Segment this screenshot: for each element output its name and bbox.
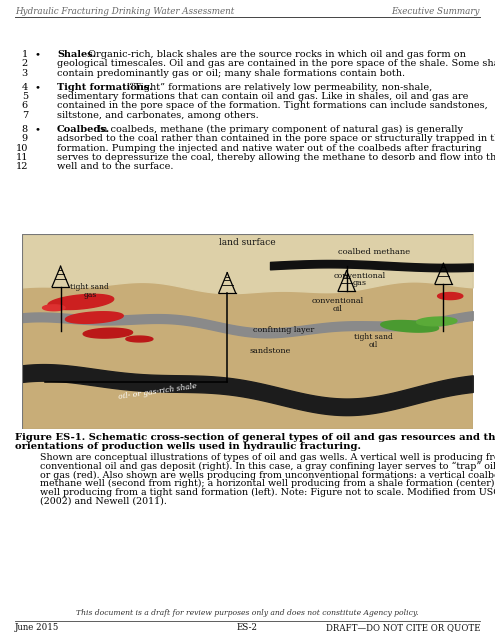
Text: Tight formations.: Tight formations. (57, 83, 152, 92)
Text: land surface: land surface (219, 238, 276, 247)
Text: conventional oil and gas deposit (right). In this case, a gray confining layer s: conventional oil and gas deposit (right)… (40, 461, 495, 471)
Text: confining layer: confining layer (253, 326, 314, 334)
Text: Hydraulic Fracturing Drinking Water Assessment: Hydraulic Fracturing Drinking Water Asse… (15, 8, 234, 17)
Text: June 2015: June 2015 (15, 623, 59, 632)
Text: tight sand: tight sand (70, 284, 109, 291)
Text: oil: oil (333, 305, 343, 313)
Text: 9: 9 (22, 134, 28, 143)
Text: •: • (35, 83, 41, 92)
Text: •: • (35, 50, 41, 59)
Text: well and to the surface.: well and to the surface. (57, 163, 174, 172)
Text: serves to depressurize the coal, thereby allowing the methane to desorb and flow: serves to depressurize the coal, thereby… (57, 153, 495, 162)
Text: conventional: conventional (311, 297, 364, 305)
Text: 4: 4 (22, 83, 28, 92)
Text: 2: 2 (22, 60, 28, 68)
Text: 5: 5 (22, 92, 28, 101)
Text: tight sand: tight sand (354, 333, 393, 341)
Polygon shape (381, 321, 439, 332)
Text: adsorbed to the coal rather than contained in the pore space or structurally tra: adsorbed to the coal rather than contain… (57, 134, 495, 143)
Text: gas: gas (353, 280, 367, 287)
Text: 12: 12 (15, 163, 28, 172)
Text: 8: 8 (22, 125, 28, 134)
Text: 10: 10 (16, 144, 28, 153)
Text: well producing from a tight sand formation (left). Note: Figure not to scale. Mo: well producing from a tight sand formati… (40, 488, 495, 497)
Text: (2002) and Newell (2011).: (2002) and Newell (2011). (40, 497, 167, 506)
Polygon shape (438, 292, 463, 300)
Text: In coalbeds, methane (the primary component of natural gas) is generally: In coalbeds, methane (the primary compon… (94, 125, 462, 134)
Text: or gas (red). Also shown are wells producing from unconventional formations: a v: or gas (red). Also shown are wells produ… (40, 470, 495, 479)
Text: siltstone, and carbonates, among others.: siltstone, and carbonates, among others. (57, 111, 259, 120)
Polygon shape (65, 312, 123, 323)
Text: This document is a draft for review purposes only and does not constitute Agency: This document is a draft for review purp… (76, 609, 418, 617)
Text: gas: gas (83, 291, 97, 299)
Text: 3: 3 (22, 68, 28, 77)
Text: Organic-rich, black shales are the source rocks in which oil and gas form on: Organic-rich, black shales are the sourc… (86, 50, 466, 59)
Polygon shape (43, 305, 65, 310)
Text: 6: 6 (22, 102, 28, 111)
Text: 1: 1 (22, 50, 28, 59)
Text: 7: 7 (22, 111, 28, 120)
Text: Shown are conceptual illustrations of types of oil and gas wells. A vertical wel: Shown are conceptual illustrations of ty… (40, 453, 495, 462)
Text: geological timescales. Oil and gas are contained in the pore space of the shale.: geological timescales. Oil and gas are c… (57, 60, 495, 68)
Text: DRAFT—DO NOT CITE OR QUOTE: DRAFT—DO NOT CITE OR QUOTE (326, 623, 480, 632)
Text: ES-2: ES-2 (237, 623, 257, 632)
Text: sedimentary formations that can contain oil and gas. Like in shales, oil and gas: sedimentary formations that can contain … (57, 92, 468, 101)
Polygon shape (416, 317, 457, 326)
Polygon shape (126, 336, 153, 342)
Text: formation. Pumping the injected and native water out of the coalbeds after fract: formation. Pumping the injected and nati… (57, 144, 482, 153)
Text: 11: 11 (15, 153, 28, 162)
Text: contain predominantly gas or oil; many shale formations contain both.: contain predominantly gas or oil; many s… (57, 68, 405, 77)
Polygon shape (48, 294, 114, 310)
Text: Coalbeds.: Coalbeds. (57, 125, 110, 134)
Text: Figure ES-1. Schematic cross-section of general types of oil and gas resources a: Figure ES-1. Schematic cross-section of … (15, 433, 495, 442)
Text: contained in the pore space of the formation. Tight formations can include sands: contained in the pore space of the forma… (57, 102, 488, 111)
Text: conventional: conventional (334, 271, 386, 280)
Text: Executive Summary: Executive Summary (392, 8, 480, 17)
Text: coalbed methane: coalbed methane (338, 248, 410, 256)
Text: methane well (second from right); a horizontal well producing from a shale forma: methane well (second from right); a hori… (40, 479, 495, 488)
Text: •: • (35, 125, 41, 134)
Polygon shape (83, 328, 133, 338)
Text: Shales.: Shales. (57, 50, 96, 59)
Text: “Tight” formations are relatively low permeability, non-shale,: “Tight” formations are relatively low pe… (126, 83, 432, 92)
Text: oil: oil (369, 341, 378, 349)
Text: orientations of production wells used in hydraulic fracturing.: orientations of production wells used in… (15, 442, 361, 451)
Text: oil- or gas-rich shale: oil- or gas-rich shale (118, 382, 197, 401)
Text: sandstone: sandstone (249, 347, 291, 355)
